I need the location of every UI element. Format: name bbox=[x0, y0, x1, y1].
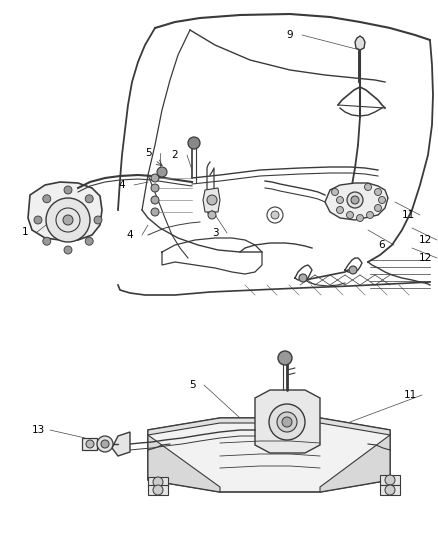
Circle shape bbox=[277, 412, 297, 432]
Circle shape bbox=[97, 436, 113, 452]
Text: 12: 12 bbox=[418, 253, 431, 263]
Text: 4: 4 bbox=[119, 180, 125, 190]
Circle shape bbox=[374, 205, 381, 212]
Circle shape bbox=[151, 196, 159, 204]
Circle shape bbox=[43, 195, 51, 203]
Text: 3: 3 bbox=[212, 228, 218, 238]
Circle shape bbox=[385, 485, 395, 495]
Circle shape bbox=[332, 189, 339, 196]
Polygon shape bbox=[380, 475, 400, 485]
Circle shape bbox=[151, 174, 159, 182]
Polygon shape bbox=[255, 390, 320, 453]
Text: 13: 13 bbox=[32, 425, 45, 435]
Circle shape bbox=[64, 246, 72, 254]
Text: 4: 4 bbox=[127, 230, 133, 240]
Polygon shape bbox=[148, 418, 390, 435]
Circle shape bbox=[351, 196, 359, 204]
Circle shape bbox=[282, 417, 292, 427]
Circle shape bbox=[269, 404, 305, 440]
Text: 9: 9 bbox=[287, 30, 293, 40]
Circle shape bbox=[94, 216, 102, 224]
Circle shape bbox=[367, 212, 374, 219]
Circle shape bbox=[357, 214, 364, 222]
Circle shape bbox=[64, 186, 72, 194]
Polygon shape bbox=[203, 188, 220, 212]
Circle shape bbox=[385, 475, 395, 485]
Circle shape bbox=[153, 485, 163, 495]
Polygon shape bbox=[148, 435, 220, 492]
Circle shape bbox=[46, 198, 90, 242]
Circle shape bbox=[299, 274, 307, 282]
Circle shape bbox=[346, 212, 353, 219]
Text: 5: 5 bbox=[145, 148, 151, 158]
Text: 5: 5 bbox=[189, 380, 195, 390]
Polygon shape bbox=[325, 183, 388, 220]
Polygon shape bbox=[355, 36, 365, 50]
Circle shape bbox=[188, 137, 200, 149]
Polygon shape bbox=[320, 435, 390, 492]
Circle shape bbox=[63, 215, 73, 225]
Circle shape bbox=[364, 183, 371, 190]
Circle shape bbox=[85, 237, 93, 245]
Circle shape bbox=[153, 477, 163, 487]
Circle shape bbox=[278, 351, 292, 365]
Circle shape bbox=[271, 211, 279, 219]
Text: 12: 12 bbox=[418, 235, 431, 245]
Circle shape bbox=[151, 184, 159, 192]
Polygon shape bbox=[148, 477, 168, 487]
Circle shape bbox=[374, 189, 381, 196]
Circle shape bbox=[208, 211, 216, 219]
Circle shape bbox=[157, 167, 167, 177]
Circle shape bbox=[378, 197, 385, 204]
Circle shape bbox=[85, 195, 93, 203]
Polygon shape bbox=[148, 418, 390, 492]
Circle shape bbox=[336, 197, 343, 204]
Text: 1: 1 bbox=[22, 227, 28, 237]
Circle shape bbox=[34, 216, 42, 224]
Polygon shape bbox=[82, 438, 97, 450]
Text: 6: 6 bbox=[379, 240, 385, 250]
Circle shape bbox=[43, 237, 51, 245]
Polygon shape bbox=[148, 485, 168, 495]
Circle shape bbox=[349, 266, 357, 274]
Polygon shape bbox=[28, 182, 102, 240]
Circle shape bbox=[347, 192, 363, 208]
Polygon shape bbox=[380, 485, 400, 495]
Text: 11: 11 bbox=[401, 210, 415, 220]
Polygon shape bbox=[112, 432, 130, 456]
Circle shape bbox=[151, 208, 159, 216]
Circle shape bbox=[336, 206, 343, 214]
Circle shape bbox=[101, 440, 109, 448]
Text: 11: 11 bbox=[403, 390, 417, 400]
Circle shape bbox=[207, 195, 217, 205]
Circle shape bbox=[86, 440, 94, 448]
Text: 2: 2 bbox=[172, 150, 178, 160]
